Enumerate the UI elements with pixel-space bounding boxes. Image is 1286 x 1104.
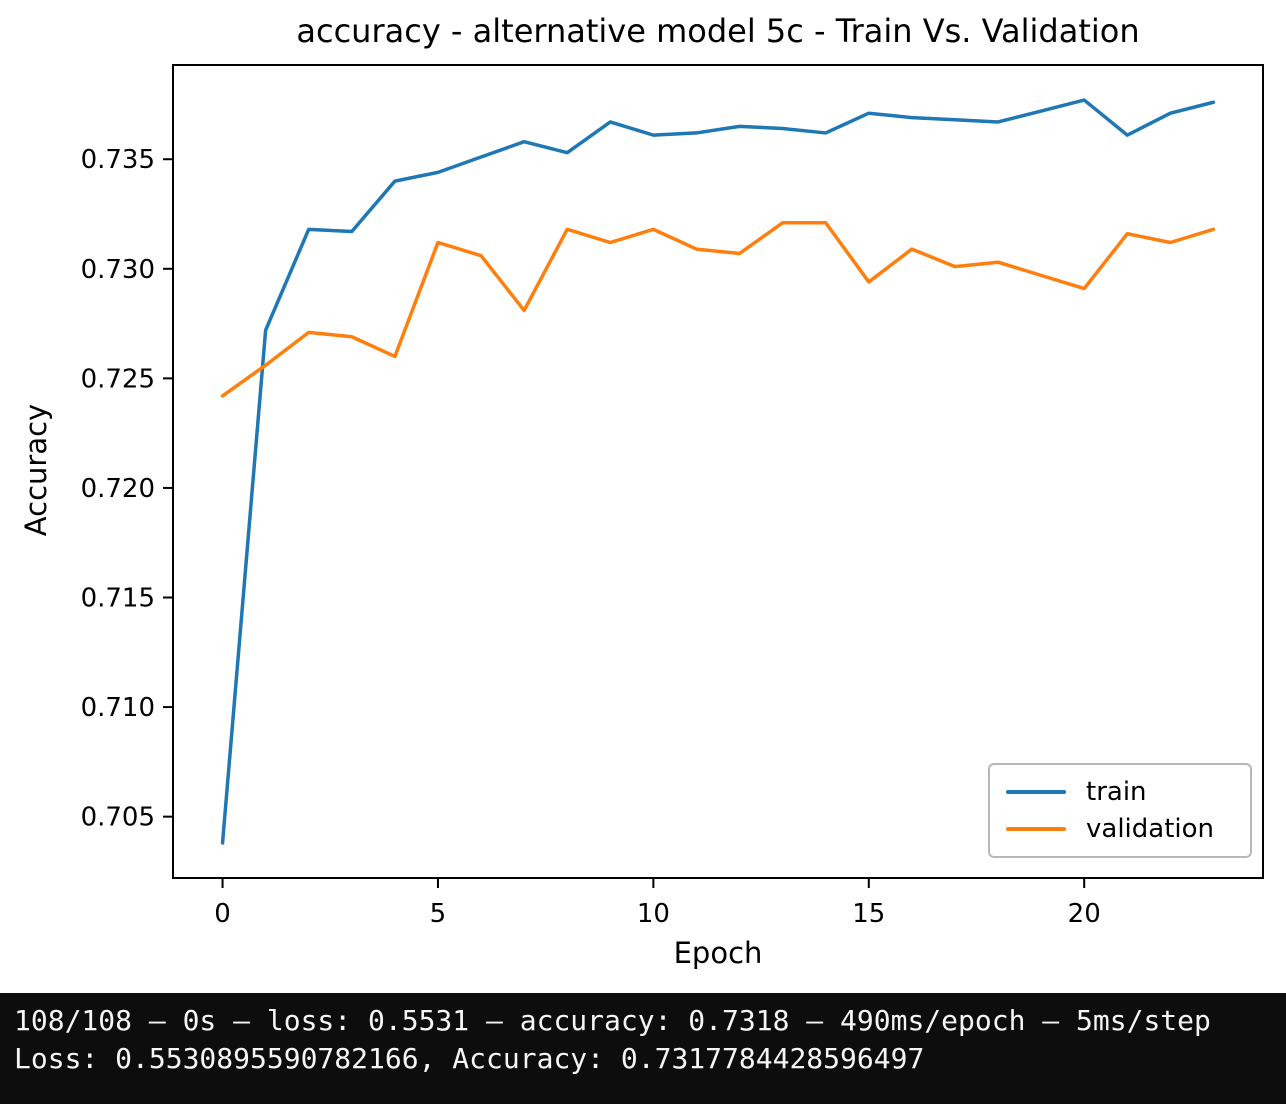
validation-line-swatch [1006,827,1066,832]
legend-entry-validation: validation [1006,816,1234,842]
train-line-swatch [1006,789,1066,794]
svg-text:20: 20 [1068,899,1101,929]
terminal-line-final-metrics: Loss: 0.5530895590782166, Accuracy: 0.73… [14,1042,925,1075]
svg-text:10: 10 [637,899,670,929]
svg-text:0.725: 0.725 [81,364,155,394]
x-axis-label: Epoch [673,936,763,970]
svg-text:0.705: 0.705 [81,803,155,833]
svg-text:0.735: 0.735 [81,145,155,175]
validation-line [220,221,1216,398]
svg-text:0.720: 0.720 [81,474,155,504]
svg-text:0.710: 0.710 [81,693,155,723]
y-axis-label: Accuracy [19,403,53,537]
chart-title: accuracy - alternative model 5c - Train … [296,12,1140,50]
accuracy-chart-canvas: 0 5 10 15 200.7050.7100.7150.7200.7250.7300.… [81,64,1264,929]
legend-label-validation: validation [1086,814,1215,845]
y-axis-ticks: 0.705 0.710 0.715 0.720 0.725 0.730 0.735 [81,145,172,833]
legend-entry-train: train [1006,779,1234,805]
x-axis-ticks: 0 5 10 15 20 [214,879,1101,929]
axes-layer: 0 5 10 15 200.7050.7100.7150.7200.7250.7300.… [81,64,1264,929]
svg-text:0.715: 0.715 [81,584,155,614]
legend: train validation [988,763,1252,858]
svg-text:15: 15 [852,899,885,929]
terminal-output: 108/108 – 0s – loss: 0.5531 – accuracy: … [0,993,1286,1104]
series-layer [220,98,1216,845]
legend-label-train: train [1086,776,1147,807]
matplotlib-figure: accuracy - alternative model 5c - Train … [19,12,1264,970]
terminal-line-epoch-progress: 108/108 – 0s – loss: 0.5531 – accuracy: … [14,1004,1211,1037]
plot-border [172,64,1264,879]
train-line [220,98,1216,845]
svg-text:5: 5 [430,899,447,929]
svg-text:0: 0 [214,899,231,929]
svg-text:0.730: 0.730 [81,255,155,285]
